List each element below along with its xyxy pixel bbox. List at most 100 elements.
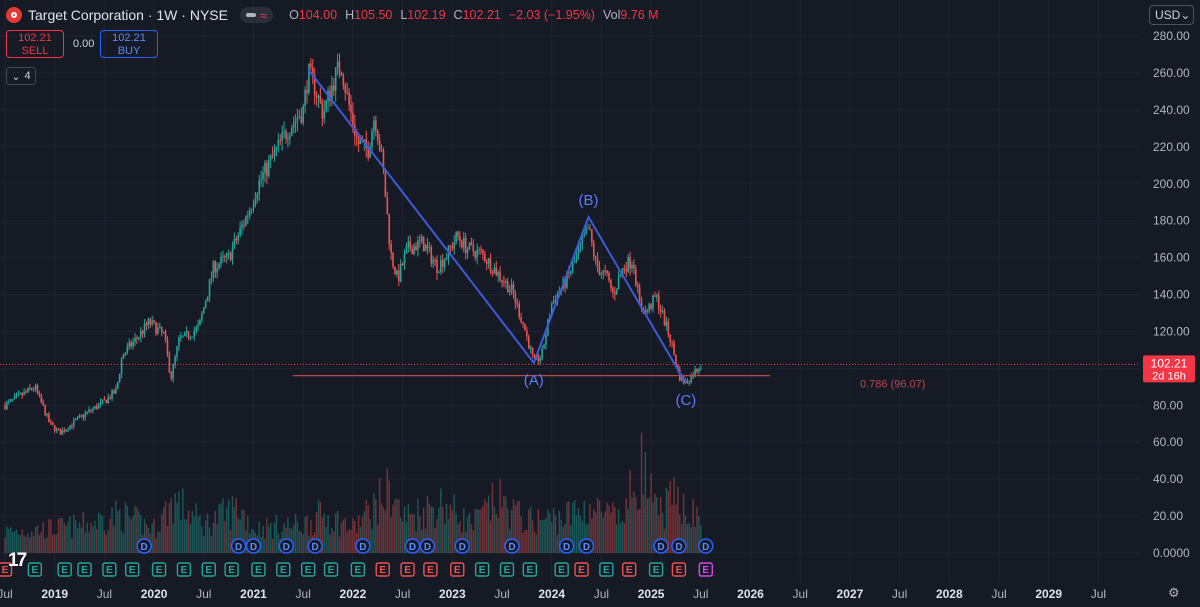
volume-bar bbox=[25, 537, 27, 553]
volume-bar bbox=[185, 519, 188, 553]
buy-button[interactable]: 102.21 BUY bbox=[100, 30, 158, 58]
dividend-marker bbox=[230, 538, 247, 554]
volume-bar bbox=[109, 518, 111, 553]
earnings-marker bbox=[522, 562, 538, 577]
candle-body bbox=[355, 135, 358, 137]
volume-bar bbox=[489, 520, 492, 553]
volume-bar bbox=[570, 524, 572, 553]
candle-body bbox=[231, 247, 234, 261]
volume-bar bbox=[203, 536, 205, 553]
candle-body bbox=[239, 227, 241, 236]
volume-bar bbox=[197, 517, 199, 553]
volume-bar bbox=[665, 487, 668, 553]
candle-body bbox=[254, 199, 257, 205]
candle-body bbox=[107, 397, 110, 404]
earnings-marker bbox=[671, 562, 687, 577]
volume-bar bbox=[120, 530, 123, 553]
earnings-marker bbox=[276, 562, 291, 577]
close-value: C102.21 bbox=[453, 8, 501, 22]
volume-bar bbox=[394, 499, 396, 553]
volume-bar bbox=[673, 477, 675, 553]
candle-body bbox=[627, 257, 629, 272]
volume-bar bbox=[480, 509, 482, 553]
earnings-marker-label: E bbox=[61, 565, 68, 576]
volume-bar bbox=[199, 515, 201, 553]
volume-bar bbox=[88, 532, 90, 553]
volume-bar bbox=[134, 505, 136, 553]
candle-body bbox=[350, 104, 352, 113]
settings-gear-icon[interactable]: ⚙ bbox=[1168, 585, 1180, 600]
volume-bar bbox=[386, 468, 389, 553]
price-tick-label: 240.00 bbox=[1153, 103, 1190, 117]
candle-body bbox=[604, 270, 607, 272]
dividend-marker-label: D bbox=[359, 542, 366, 553]
volume-bar bbox=[262, 525, 264, 553]
drawing-overlays: 0.786 (96.07) (A) (B) (C) bbox=[0, 68, 1140, 409]
candle-body bbox=[594, 256, 597, 259]
indicators-toggle[interactable]: ⌄ 4 bbox=[6, 67, 36, 85]
volume-bar bbox=[537, 508, 540, 553]
volume-bar bbox=[187, 510, 190, 553]
candle-body bbox=[461, 240, 463, 248]
dividend-marker-label: D bbox=[702, 542, 709, 553]
earnings-marker-label: E bbox=[626, 565, 633, 576]
volume-bar bbox=[560, 519, 562, 553]
volume-bar bbox=[399, 517, 402, 553]
volume-bar bbox=[151, 523, 153, 553]
volume-bar bbox=[529, 506, 532, 553]
volume-bar bbox=[482, 505, 484, 553]
volume-bar bbox=[216, 524, 218, 553]
volume-bar bbox=[235, 497, 237, 553]
volume-bar bbox=[658, 515, 660, 553]
volume-bar bbox=[503, 495, 505, 553]
candle-body bbox=[115, 388, 117, 394]
sell-button[interactable]: 102.21 SELL bbox=[6, 30, 64, 58]
volume-bar bbox=[212, 522, 215, 553]
earnings-marker bbox=[125, 562, 140, 577]
candle-body bbox=[241, 224, 243, 228]
currency-selector[interactable]: USD ⌄ bbox=[1149, 5, 1194, 25]
volume-bar bbox=[344, 518, 346, 553]
candle-body bbox=[336, 61, 339, 68]
candle-body bbox=[130, 342, 132, 347]
volume-bar bbox=[646, 498, 648, 553]
candle-body bbox=[552, 300, 555, 304]
candle-body bbox=[669, 334, 672, 342]
candle-body bbox=[15, 394, 18, 397]
volume-bar bbox=[541, 519, 543, 553]
volume-bar bbox=[396, 498, 398, 553]
candle-body bbox=[222, 256, 224, 258]
candle-body bbox=[317, 95, 320, 98]
candle-body bbox=[216, 268, 218, 273]
candle-body bbox=[283, 131, 285, 133]
volume-bar bbox=[271, 538, 274, 553]
volume-bar bbox=[598, 500, 601, 553]
volume-bar bbox=[478, 509, 480, 553]
earnings-marker-label: E bbox=[702, 565, 709, 576]
candle-body bbox=[610, 280, 612, 289]
volume-bar bbox=[495, 514, 497, 553]
volume-bar bbox=[334, 513, 337, 553]
volume-bar bbox=[138, 511, 140, 553]
candle-body bbox=[344, 85, 347, 93]
volume-bar bbox=[101, 516, 104, 553]
volume-bar bbox=[491, 482, 494, 553]
tradingview-logo-icon[interactable]: 17 bbox=[8, 550, 27, 571]
earnings-marker-label: E bbox=[526, 565, 533, 576]
symbol-title[interactable]: Target Corporation · 1W · NYSE bbox=[28, 7, 228, 23]
candle-body bbox=[218, 264, 220, 269]
volume-bar bbox=[667, 490, 670, 553]
candle-body bbox=[380, 150, 383, 152]
volume-bar bbox=[71, 538, 73, 553]
volume-bar bbox=[409, 513, 411, 553]
volume-bar bbox=[690, 527, 692, 553]
candle-body bbox=[101, 399, 104, 402]
earnings-marker-label: E bbox=[676, 565, 683, 576]
candle-body bbox=[608, 272, 610, 281]
candle-body bbox=[613, 292, 616, 295]
visibility-toggle[interactable]: ≈ bbox=[239, 7, 274, 23]
candle-body bbox=[375, 120, 377, 131]
volume-bar bbox=[96, 529, 98, 553]
candle-body bbox=[160, 326, 163, 332]
